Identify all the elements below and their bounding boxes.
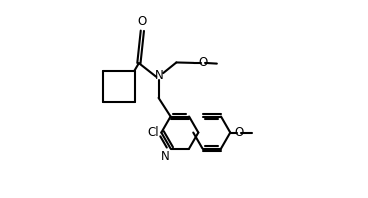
Text: Cl: Cl (148, 126, 159, 139)
Text: O: O (138, 15, 147, 28)
Text: N: N (161, 150, 169, 163)
Text: O: O (198, 56, 208, 69)
Text: O: O (234, 126, 244, 139)
Text: N: N (155, 69, 163, 82)
